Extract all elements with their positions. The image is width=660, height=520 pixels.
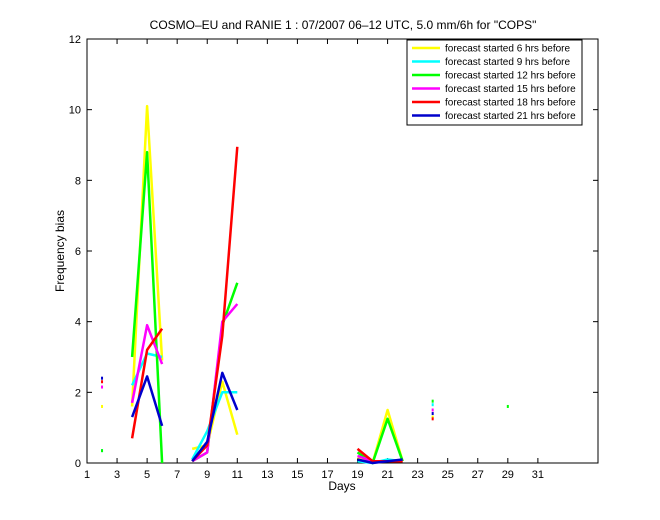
x-tick-label: 13	[261, 469, 273, 481]
series-line	[130, 323, 164, 404]
legend-label: forecast started 12 hrs before	[445, 71, 576, 82]
legend-label: forecast started 9 hrs before	[445, 57, 571, 68]
x-tick-label: 25	[442, 469, 454, 481]
y-tick-label: 12	[69, 34, 81, 46]
x-tick-label: 19	[351, 469, 363, 481]
series-point	[101, 376, 104, 380]
y-tick-label: 6	[75, 246, 81, 258]
x-tick-label: 27	[472, 469, 484, 481]
x-tick-label: 23	[412, 469, 424, 481]
series-point	[431, 403, 434, 407]
x-tick-label: 17	[321, 469, 333, 481]
legend-label: forecast started 15 hrs before	[445, 84, 576, 95]
x-tick-label: 15	[291, 469, 303, 481]
legend-label: forecast started 21 hrs before	[445, 111, 576, 122]
y-axis: 0 2 4 6 8 10 12	[69, 34, 598, 470]
x-axis-label: Days	[328, 479, 355, 493]
y-tick-label: 10	[69, 105, 81, 117]
series-point	[431, 408, 434, 412]
x-tick-label: 5	[144, 469, 150, 481]
x-tick-label: 7	[174, 469, 180, 481]
series-line	[357, 458, 403, 465]
series-line	[191, 371, 239, 462]
series-point	[431, 412, 434, 416]
x-axis: 1 3 5 7 9 11 13 15 17 19 21 23 25 27 29 31	[84, 39, 544, 481]
series-point	[101, 404, 104, 408]
series-point	[101, 449, 104, 453]
series-point	[101, 380, 104, 384]
series-point	[431, 417, 434, 421]
x-tick-label: 29	[502, 469, 514, 481]
x-tick-label: 9	[204, 469, 210, 481]
y-axis-label: Frequency bias	[53, 210, 67, 292]
series-line	[130, 375, 164, 427]
series-6	[101, 371, 434, 465]
legend-box	[406, 39, 583, 126]
y-tick-label: 8	[75, 175, 81, 187]
series-line	[130, 327, 164, 439]
series-line	[130, 104, 164, 407]
series-point	[431, 415, 434, 419]
x-tick-label: 11	[232, 469, 243, 481]
series-point	[101, 385, 104, 389]
series-point	[506, 404, 509, 408]
series-point	[431, 399, 434, 403]
x-tick-label: 3	[114, 469, 120, 481]
x-tick-label: 1	[84, 469, 90, 481]
x-tick-label: 21	[381, 469, 393, 481]
series-layer	[101, 104, 509, 465]
legend-label: forecast started 18 hrs before	[445, 98, 576, 109]
y-tick-label: 4	[75, 317, 81, 329]
chart-title: COSMO–EU and RANIE 1 : 07/2007 06–12 UTC…	[150, 18, 537, 32]
y-tick-label: 2	[75, 387, 81, 399]
legend-label: forecast started 6 hrs before	[445, 44, 571, 55]
legend: forecast started 6 hrs before forecast st…	[406, 39, 583, 126]
series-line	[130, 150, 164, 464]
y-tick-label: 0	[75, 458, 81, 470]
x-tick-label: 31	[532, 469, 544, 481]
